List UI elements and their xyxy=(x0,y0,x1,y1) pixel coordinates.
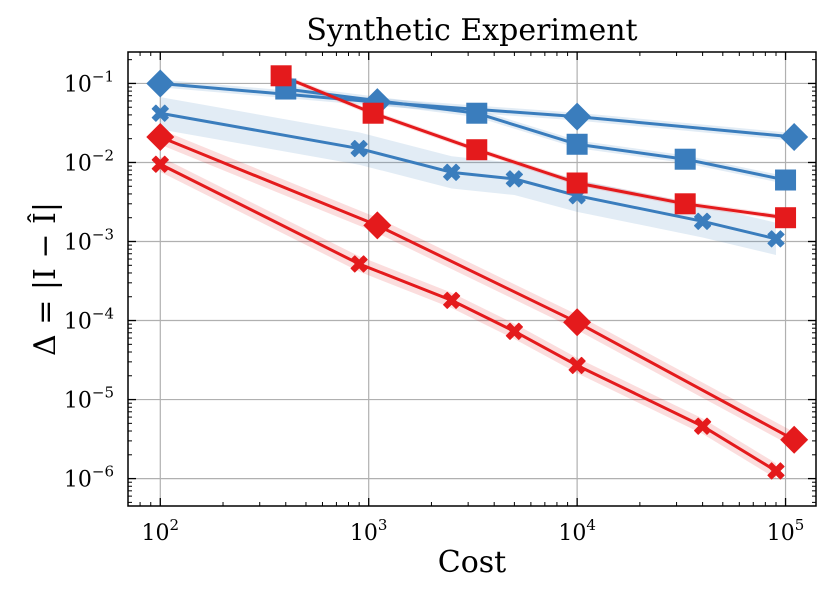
red-cross-point xyxy=(443,291,461,309)
red-cross-point xyxy=(694,417,712,435)
blue-square-point xyxy=(466,102,488,124)
red-cross-point xyxy=(505,322,523,340)
series-markers xyxy=(146,65,809,480)
blue-cross-point xyxy=(350,139,368,158)
red-diamond-line xyxy=(159,135,795,442)
x-tick-label: 102 xyxy=(142,516,180,546)
red-cross-point xyxy=(568,356,586,375)
y-tick-label: 10−4 xyxy=(64,305,114,335)
x-tick-label: 103 xyxy=(350,516,388,546)
red-diamond-band xyxy=(160,129,795,448)
y-tick-label: 10−3 xyxy=(64,226,114,256)
x-tick-label: 105 xyxy=(767,516,805,546)
x-tick-labels: 102 103 104 105 xyxy=(142,516,805,546)
blue-cross-point xyxy=(694,212,712,230)
y-tick-labels: 10−6 10−5 10−4 10−3 10−2 10−1 xyxy=(64,67,114,492)
red-diamond-point xyxy=(780,425,809,454)
red-cross-point xyxy=(151,155,169,173)
plot-frame xyxy=(127,51,817,507)
y-axis-title: Δ = |I − Î| xyxy=(27,202,63,356)
red-square-point xyxy=(775,207,797,229)
blue-square-point xyxy=(775,169,797,191)
red-cross-band xyxy=(160,156,777,479)
blue-diamond-point xyxy=(563,102,592,131)
blue-cross-point xyxy=(443,163,461,181)
blue-square-point xyxy=(674,148,696,170)
red-cross-point xyxy=(767,462,785,480)
x-tick-label: 104 xyxy=(558,516,596,546)
red-cross-point xyxy=(350,255,368,273)
red-diamond-point xyxy=(363,211,392,240)
blue-square-band xyxy=(285,85,786,184)
red-diamond-point xyxy=(563,308,592,337)
red-diamond-point xyxy=(146,123,175,152)
blue-cross-point xyxy=(151,104,169,122)
y-tick-label: 10−5 xyxy=(64,384,114,414)
red-square-point xyxy=(270,65,292,87)
red-square-point xyxy=(674,193,696,215)
confidence-bands xyxy=(160,73,795,479)
axis-ticks xyxy=(127,52,816,506)
red-square-point xyxy=(466,139,488,161)
y-tick-label: 10−2 xyxy=(64,146,114,176)
blue-diamond-point xyxy=(146,69,175,98)
y-tick-label: 10−1 xyxy=(64,67,114,97)
blue-diamond-point xyxy=(780,123,809,152)
blue-cross-point xyxy=(505,170,523,188)
y-tick-label: 10−6 xyxy=(64,463,114,493)
x-axis-title: Cost xyxy=(438,545,506,580)
red-square-point xyxy=(566,172,588,194)
blue-cross-point xyxy=(767,230,785,248)
red-square-point xyxy=(362,102,384,124)
red-square-line xyxy=(280,74,786,220)
chart-title: Synthetic Experiment xyxy=(306,13,637,48)
blue-cross-band xyxy=(160,97,777,255)
blue-square-point xyxy=(566,133,588,155)
